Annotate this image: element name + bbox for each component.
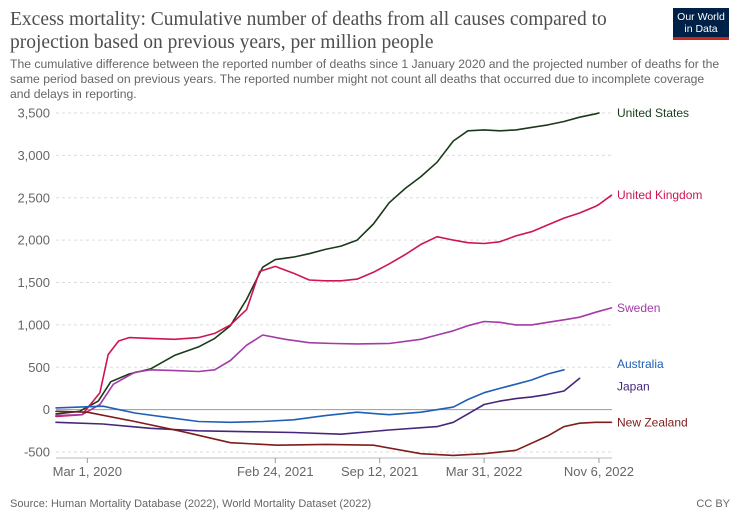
y-tick-label: 3,000 xyxy=(17,148,50,163)
series-line-united-states xyxy=(55,112,600,415)
axis-layer: -500 0 500 1,000 1,500 2,000 2,500 3,000 3,500 Ma… xyxy=(17,106,634,480)
x-tick-label: Feb 24, 2021 xyxy=(237,464,314,479)
series-label-australia: Australia xyxy=(617,357,664,371)
series-label-japan: Japan xyxy=(617,379,650,393)
y-tick-label: 0 xyxy=(43,402,50,417)
series-line-australia xyxy=(55,368,565,424)
y-tick-label: -500 xyxy=(24,445,50,460)
x-tick-label: Mar 31, 2022 xyxy=(446,464,523,479)
x-tick-label: Sep 12, 2021 xyxy=(341,464,418,479)
license-link[interactable]: CC BY xyxy=(696,498,730,510)
series-label-sweden: Sweden xyxy=(617,301,660,315)
x-tick-label: Nov 6, 2022 xyxy=(564,464,634,479)
series-labels: United States United Kingdom Sweden Austral… xyxy=(617,106,702,429)
y-tick-label: 1,000 xyxy=(17,317,50,332)
chart-title: Excess mortality: Cumulative number of d… xyxy=(10,9,607,53)
logo-line-2: in Data xyxy=(684,23,718,35)
series-line-japan xyxy=(55,377,581,436)
series-label-united-states: United States xyxy=(617,106,689,120)
y-tick-label: 1,500 xyxy=(17,275,50,290)
series-line-new-zealand xyxy=(55,410,613,457)
logo-accent-bar xyxy=(673,37,729,40)
series-label-new-zealand: New Zealand xyxy=(617,415,688,429)
source-note: Source: Human Mortality Database (2022),… xyxy=(10,498,372,510)
logo-line-1: Our World xyxy=(677,11,725,23)
y-tick-label: 2,000 xyxy=(17,233,50,248)
owid-logo[interactable]: Our World in Data xyxy=(673,8,729,40)
series-label-united-kingdom: United Kingdom xyxy=(617,188,702,202)
series-line-sweden xyxy=(55,307,613,417)
grid-layer xyxy=(56,112,612,453)
series-line-united-kingdom xyxy=(55,194,613,418)
chart-subtitle: The cumulative difference between the re… xyxy=(10,57,720,101)
y-tick-label: 3,500 xyxy=(17,106,50,121)
series-layer xyxy=(55,112,613,457)
y-tick-label: 2,500 xyxy=(17,190,50,205)
y-tick-label: 500 xyxy=(28,360,50,375)
x-tick-label: Mar 1, 2020 xyxy=(53,464,122,479)
